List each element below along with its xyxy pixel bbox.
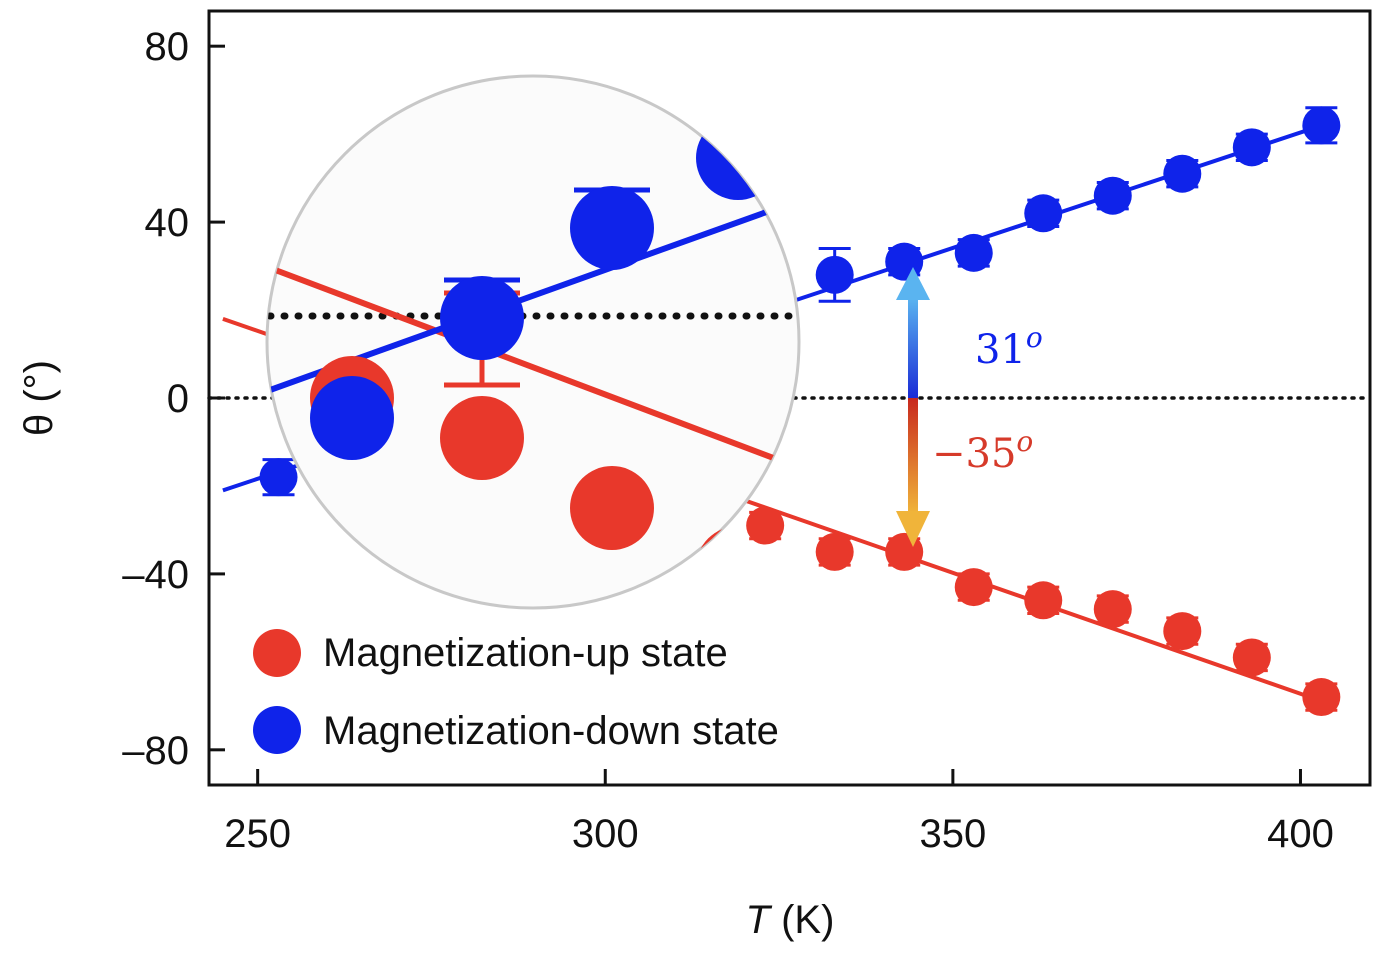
point-1-2: [885, 242, 924, 281]
inset-point-down-2: [570, 186, 654, 270]
inset-point-up-2: [570, 466, 654, 550]
y-tick-label-1: 40: [145, 201, 190, 245]
inset-point-down-3: [696, 116, 780, 200]
point-0-6: [1163, 612, 1202, 651]
point-1-3: [954, 233, 993, 272]
point-0-3: [954, 568, 993, 607]
y-tick-label-2: 0: [167, 377, 189, 421]
zoom-inset: [265, 74, 801, 610]
legend-marker-down: [253, 706, 301, 754]
y-tick-label-4: –80: [122, 729, 189, 773]
x-axis-title: T (K): [746, 898, 835, 942]
point-1-5: [1093, 176, 1132, 215]
x-tick-label-2: 350: [919, 812, 986, 856]
x-tick-label-1: 300: [572, 812, 639, 856]
point-0-1: [815, 532, 854, 571]
inset-fit-up: [268, 265, 799, 471]
arrow-up-shaft: [908, 298, 918, 398]
annotation-31: 31o: [975, 321, 1043, 373]
arrow-up-head: [896, 267, 930, 300]
x-tick-label-3: 400: [1267, 812, 1334, 856]
inset-point-down-1: [440, 276, 524, 360]
point-1-7: [1232, 128, 1271, 167]
point-0-0: [746, 506, 785, 545]
data-points: [259, 106, 1341, 717]
point-1-1: [815, 246, 854, 303]
y-tick-label-3: –40: [122, 553, 189, 597]
point-0-7: [1232, 638, 1271, 677]
y-tick-label-0: 80: [145, 25, 190, 69]
point-1-0: [259, 458, 298, 497]
legend-label-up: Magnetization-up state: [323, 631, 728, 675]
arrow-down-head: [896, 511, 930, 547]
inset-point-down-0: [310, 376, 394, 460]
point-0-8: [1302, 678, 1341, 717]
difference-annotations: 31o −35o: [896, 267, 1043, 547]
legend-label-down: Magnetization-down state: [323, 709, 779, 753]
legend: Magnetization-up state Magnetization-dow…: [253, 629, 779, 754]
point-1-4: [1024, 194, 1063, 233]
arrow-down-shaft: [908, 398, 918, 513]
y-axis-title: θ (°): [17, 360, 61, 436]
inset-background: [265, 74, 801, 610]
point-1-8: [1302, 106, 1341, 145]
annotation-minus35: −35o: [932, 425, 1033, 477]
point-0-5: [1093, 590, 1132, 629]
legend-marker-up: [253, 629, 301, 677]
x-tick-label-0: 250: [224, 812, 291, 856]
point-0-2: [885, 532, 924, 571]
point-1-6: [1163, 154, 1202, 193]
point-0-4: [1024, 581, 1063, 620]
